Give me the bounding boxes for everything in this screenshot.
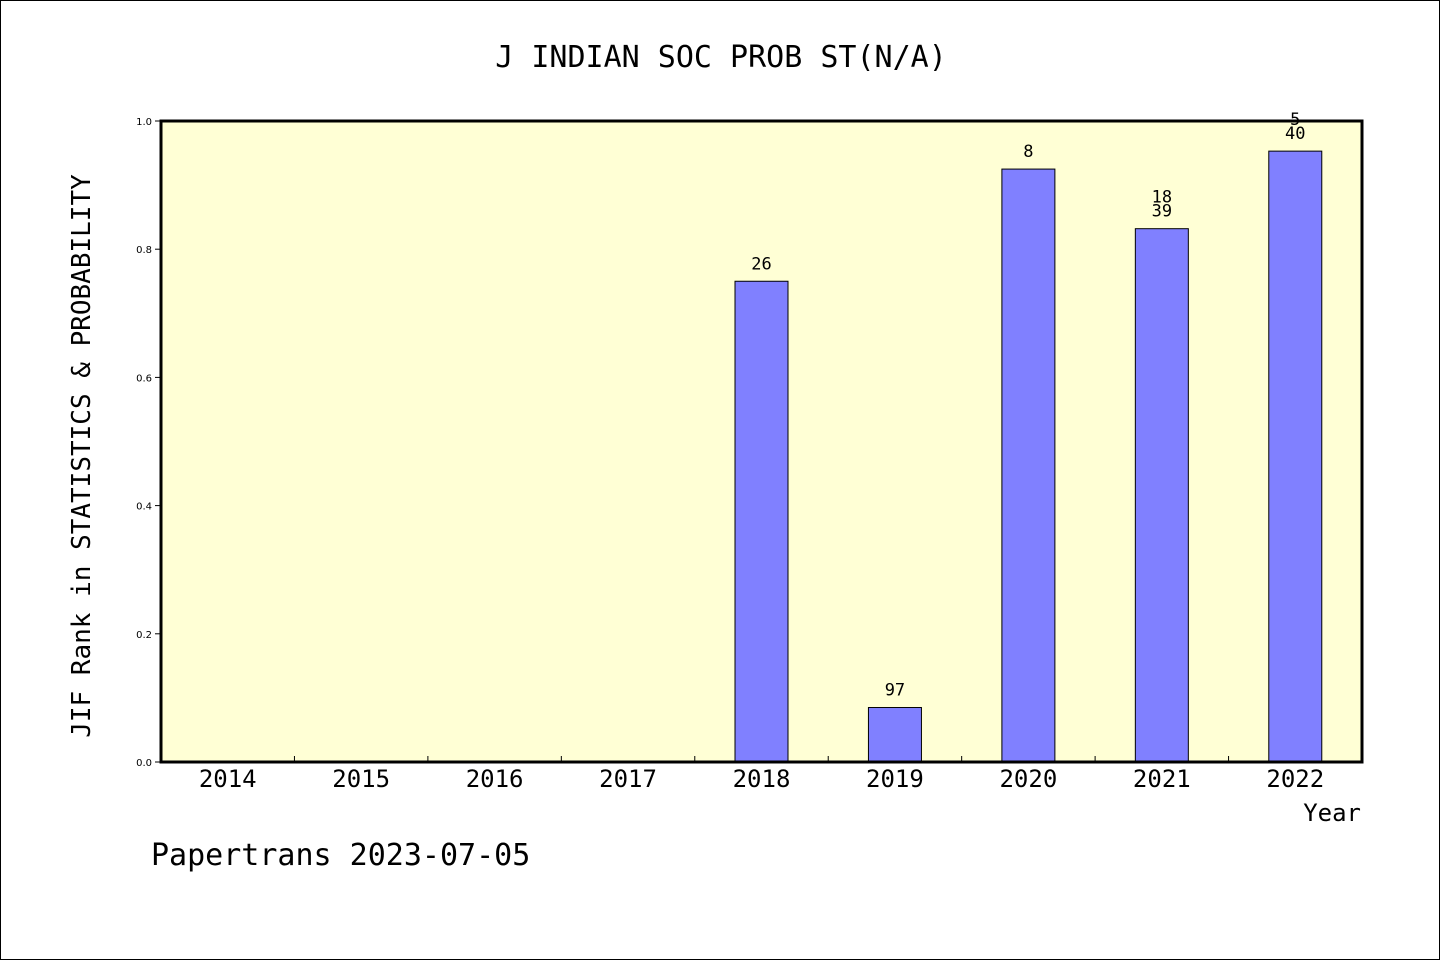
bar-label: 39 (1152, 202, 1172, 222)
x-tick-label: 2021 (1133, 765, 1191, 793)
bar (734, 280, 789, 763)
y-tick-label: 0.6 (136, 373, 152, 384)
y-tick-label: 1.0 (136, 117, 152, 128)
bar-label: 26 (751, 254, 771, 274)
y-tick-label: 0.8 (136, 245, 152, 256)
y-tick-label: 0.2 (136, 630, 152, 641)
bar-label: 8 (1023, 142, 1033, 162)
bar-label: 18 (1152, 188, 1172, 208)
x-tick-label: 2017 (599, 765, 657, 793)
bar (1268, 150, 1323, 763)
plot-border (159, 119, 1364, 764)
y-tick-label: 0.0 (136, 758, 152, 769)
x-axis-label: Year (1303, 799, 1361, 827)
bar (1001, 168, 1056, 763)
bar-label: 97 (885, 681, 905, 701)
chart-title: J INDIAN SOC PROB ST(N/A) (495, 40, 947, 75)
y-axis: 0.0 0.2 0.4 0.6 0.8 1.0 (136, 117, 161, 769)
x-axis: 2014 2015 2016 2017 2018 2019 2020 2021 2022 (199, 756, 1324, 793)
x-tick-label: 2014 (199, 765, 257, 793)
bar-label: 40 (1285, 124, 1305, 144)
x-tick-label: 2018 (733, 765, 791, 793)
x-tick-label: 2016 (466, 765, 524, 793)
bar (867, 707, 922, 763)
bar (1134, 228, 1189, 763)
bars (734, 150, 1323, 763)
footer-text: Papertrans 2023-07-05 (151, 838, 530, 873)
x-tick-label: 2022 (1266, 765, 1324, 793)
y-axis-label: JIF Rank in STATISTICS & PROBABILITY (67, 174, 97, 738)
x-tick-label: 2019 (866, 765, 924, 793)
x-tick-label: 2015 (332, 765, 390, 793)
y-tick-label: 0.4 (136, 502, 152, 513)
x-tick-label: 2020 (999, 765, 1057, 793)
